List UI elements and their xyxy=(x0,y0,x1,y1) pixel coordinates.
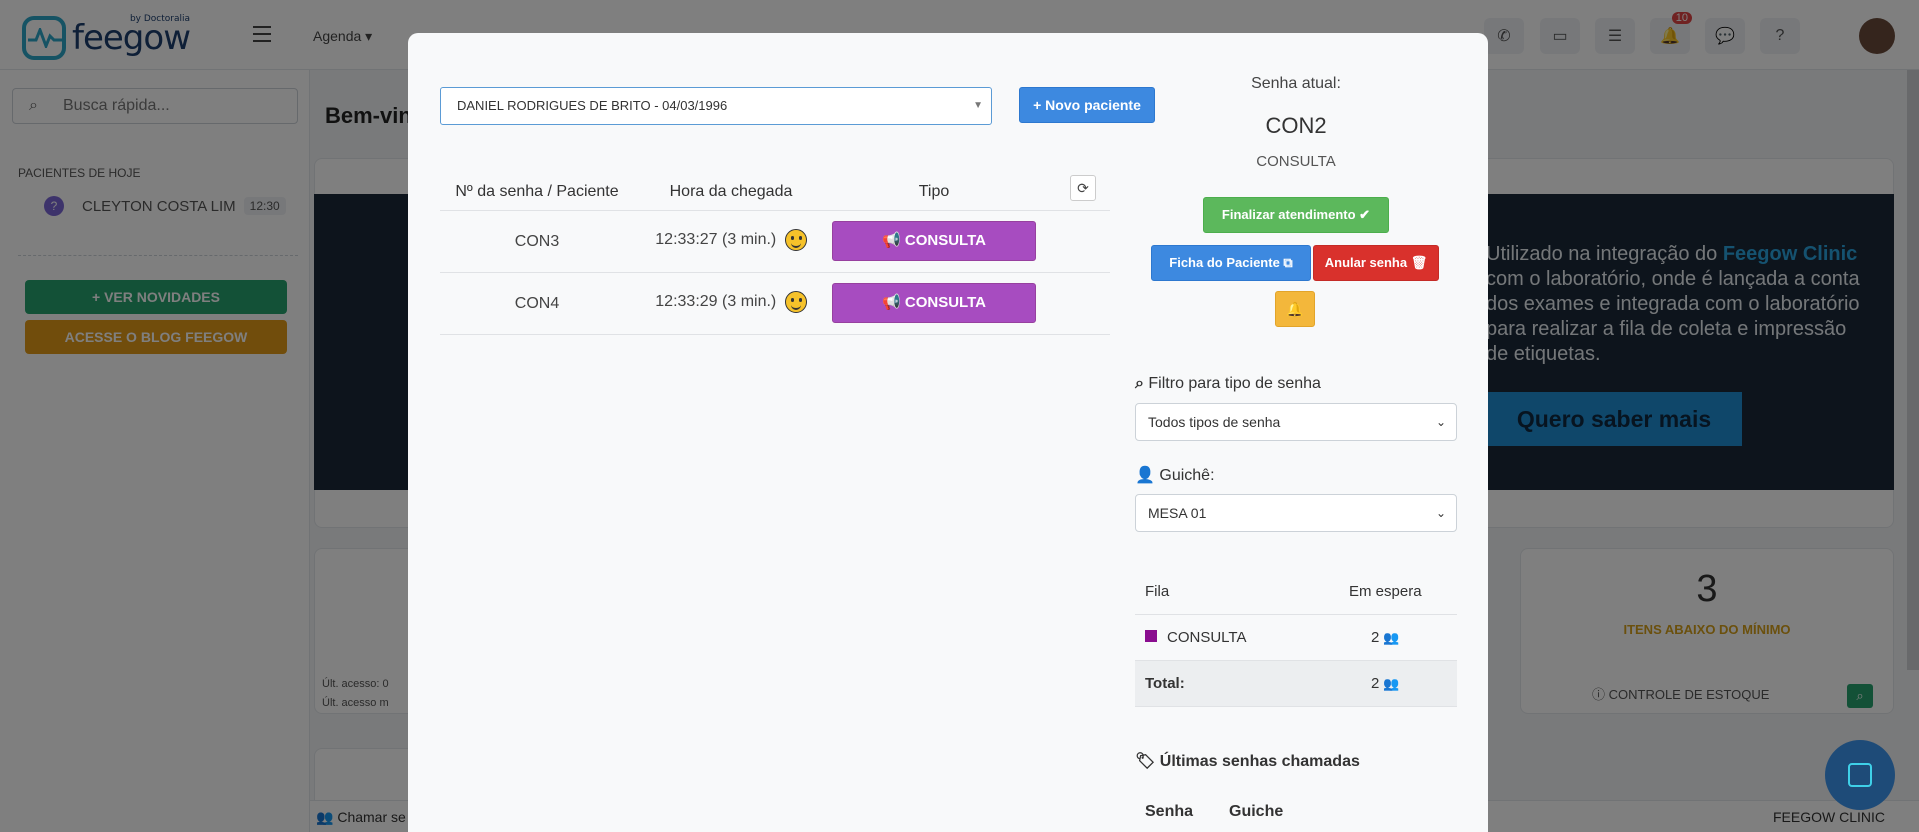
finish-service-button[interactable]: Finalizar atendimento ✔ xyxy=(1203,197,1389,233)
col-tipo: Tipo xyxy=(918,183,950,200)
col-chegada: Hora da chegada xyxy=(669,183,793,200)
col-senha: Nº da senha / Paciente xyxy=(455,183,619,200)
row-senha: CON4 xyxy=(514,295,560,312)
call-consulta-button[interactable]: 📢 CONSULTA xyxy=(832,221,1036,261)
queue-modal: DANIEL RODRIGUES DE BRITO - 04/03/1996 ▼… xyxy=(408,33,1488,832)
patient-select[interactable]: DANIEL RODRIGUES DE BRITO - 04/03/1996 ▼ xyxy=(440,87,992,125)
queue-table: Nº da senha / Paciente Hora da chegada T… xyxy=(440,173,1110,335)
cancel-ticket-button[interactable]: Anular senha 🗑 xyxy=(1313,245,1439,281)
new-patient-button[interactable]: + Novo paciente xyxy=(1019,87,1155,123)
desk-select[interactable]: MESA 01 ⌄ xyxy=(1135,494,1457,532)
smiley-icon xyxy=(784,229,807,251)
row-arrival: 12:33:27 (3 min.) xyxy=(634,229,828,251)
col-guiche: Guiche xyxy=(1229,803,1284,820)
queue-table-header: Nº da senha / Paciente Hora da chegada T… xyxy=(440,173,1110,211)
queue-summary-header: Fila Em espera xyxy=(1135,569,1457,615)
chat-widget-icon xyxy=(1848,763,1872,787)
chevron-down-icon: ⌄ xyxy=(1435,415,1446,429)
col-espera: Em espera xyxy=(1349,583,1422,600)
patient-chart-button[interactable]: Ficha do Paciente ⧉ xyxy=(1151,245,1311,281)
desk-label: 👤 Guichê: xyxy=(1135,467,1215,484)
queue-name: CONSULTA xyxy=(1145,629,1246,646)
current-ticket-type: CONSULTA xyxy=(1256,153,1336,170)
last-called-header: Senha Guiche xyxy=(1135,793,1457,832)
smiley-icon xyxy=(784,291,807,313)
ticket-type-select[interactable]: Todos tipos de senha ⌄ xyxy=(1135,403,1457,441)
queue-color-swatch xyxy=(1145,630,1157,642)
total-count: 2 👥 xyxy=(1371,675,1400,692)
last-called-heading: 🏷 Últimas senhas chamadas xyxy=(1135,753,1360,770)
current-ticket-code: CON2 xyxy=(1265,113,1327,138)
queue-count: 2 👥 xyxy=(1371,629,1400,646)
current-ticket-label: Senha atual: xyxy=(1251,75,1341,92)
total-label: Total: xyxy=(1145,675,1185,692)
table-row: Total: 2 👥 xyxy=(1135,661,1457,707)
col-senha: Senha xyxy=(1145,803,1194,820)
table-row: CON3 12:33:27 (3 min.) 📢 CONSULTA xyxy=(440,211,1110,273)
table-row: CON4 12:33:29 (3 min.) 📢 CONSULTA xyxy=(440,273,1110,335)
chevron-down-icon: ⌄ xyxy=(1435,506,1446,520)
col-fila: Fila xyxy=(1145,583,1170,600)
people-icon: 👥 xyxy=(1383,676,1400,691)
people-icon: 👥 xyxy=(1383,630,1400,645)
filter-label: ⌕ Filtro para tipo de senha xyxy=(1135,375,1321,392)
refresh-icon[interactable]: ⟳ xyxy=(1070,175,1096,201)
table-row: CONSULTA 2 👥 xyxy=(1135,615,1457,661)
alert-bell-button[interactable]: 🔔 xyxy=(1275,291,1315,327)
row-senha: CON3 xyxy=(514,233,560,250)
queue-summary-table: Fila Em espera CONSULTA 2 👥 Total: 2 👥 xyxy=(1135,569,1457,707)
support-chat-button[interactable] xyxy=(1825,740,1895,810)
chevron-down-icon: ▼ xyxy=(973,100,983,111)
call-consulta-button[interactable]: 📢 CONSULTA xyxy=(832,283,1036,323)
row-arrival: 12:33:29 (3 min.) xyxy=(634,291,828,313)
